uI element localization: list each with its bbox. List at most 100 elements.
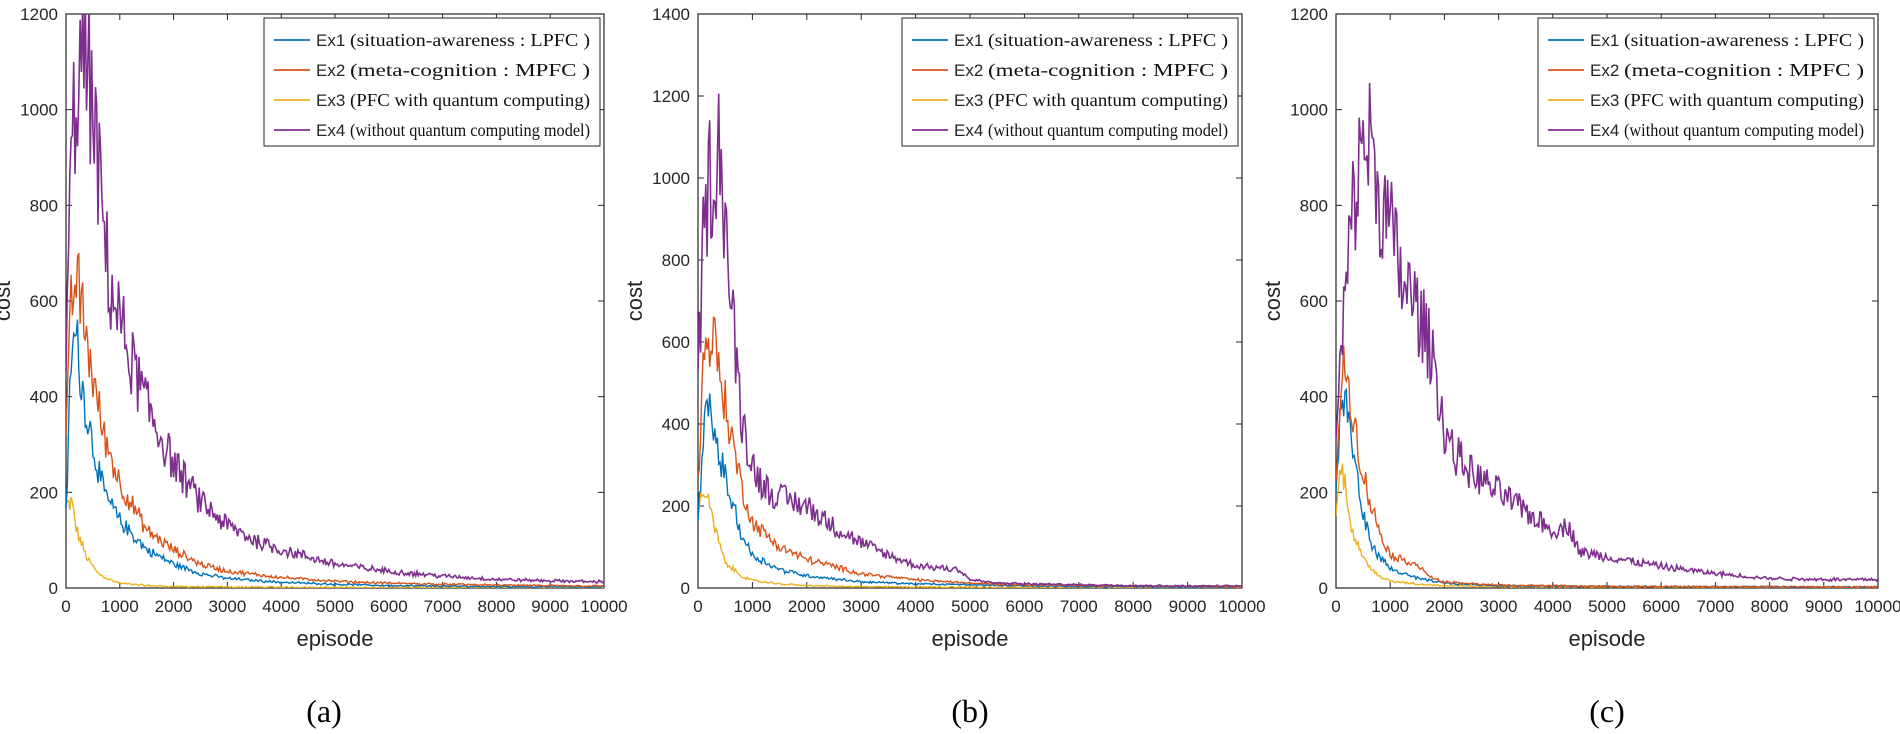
- legend-box: [1537, 17, 1875, 147]
- x-tick-label: 0: [61, 597, 70, 616]
- series-line-ex1: [66, 319, 604, 588]
- legend-label: Ex2: [1590, 61, 1619, 80]
- y-tick-label: 1200: [652, 87, 690, 106]
- y-tick-label: 800: [1300, 196, 1328, 215]
- y-tick-label: 1000: [20, 101, 58, 120]
- y-tick-label: 400: [662, 415, 690, 434]
- y-tick-label: 1000: [1290, 101, 1328, 120]
- y-tick-label: 1200: [1290, 5, 1328, 24]
- x-tick-label: 1000: [101, 597, 139, 616]
- x-axis-label: episode: [1568, 626, 1645, 651]
- x-axis-label: episode: [931, 626, 1008, 651]
- series-line-ex1: [698, 393, 1242, 588]
- x-tick-label: 10000: [580, 597, 627, 616]
- y-tick-label: 200: [662, 497, 690, 516]
- x-tick-label: 1000: [733, 597, 771, 616]
- x-tick-label: 5000: [1588, 597, 1626, 616]
- series-line-ex4: [1336, 82, 1878, 583]
- legend-description: (without quantum computing model): [350, 120, 590, 141]
- panel-caption: (b): [951, 693, 988, 729]
- legend-description: (PFC with quantum computing): [350, 90, 590, 111]
- y-tick-label: 600: [30, 292, 58, 311]
- legend-description: (meta-cognition : MPFC ): [350, 60, 590, 81]
- y-axis-label: cost: [1260, 281, 1285, 321]
- x-tick-label: 8000: [477, 597, 515, 616]
- y-tick-label: 800: [662, 251, 690, 270]
- legend-box: [263, 17, 601, 147]
- x-tick-label: 4000: [262, 597, 300, 616]
- legend-description: (situation-awareness : LPFC ): [350, 30, 590, 51]
- x-tick-label: 6000: [1005, 597, 1043, 616]
- y-axis-label: cost: [0, 281, 15, 321]
- x-tick-label: 8000: [1114, 597, 1152, 616]
- y-axis-label: cost: [622, 281, 647, 321]
- series-line-ex2: [66, 252, 604, 588]
- legend-box: [901, 17, 1239, 147]
- legend-description: (PFC with quantum computing): [988, 90, 1228, 111]
- x-tick-label: 9000: [1805, 597, 1843, 616]
- legend-description: (without quantum computing model): [1624, 120, 1864, 141]
- y-tick-label: 200: [30, 483, 58, 502]
- y-tick-label: 1000: [652, 169, 690, 188]
- legend-label: Ex1: [954, 31, 983, 50]
- x-tick-label: 7000: [424, 597, 462, 616]
- x-tick-label: 4000: [1534, 597, 1572, 616]
- x-tick-label: 2000: [1425, 597, 1463, 616]
- x-tick-label: 7000: [1060, 597, 1098, 616]
- x-tick-label: 0: [1331, 597, 1340, 616]
- y-tick-label: 600: [662, 333, 690, 352]
- x-tick-label: 3000: [208, 597, 246, 616]
- legend-label: Ex3: [316, 91, 345, 110]
- x-tick-label: 7000: [1696, 597, 1734, 616]
- x-tick-label: 10000: [1854, 597, 1900, 616]
- x-tick-label: 1000: [1371, 597, 1409, 616]
- y-tick-label: 600: [1300, 292, 1328, 311]
- legend-label: Ex4: [954, 121, 983, 140]
- x-tick-label: 5000: [951, 597, 989, 616]
- y-tick-label: 0: [49, 579, 58, 598]
- x-tick-label: 9000: [1169, 597, 1207, 616]
- y-tick-label: 800: [30, 196, 58, 215]
- y-tick-label: 400: [1300, 388, 1328, 407]
- panel-c: 0 1000 2000 3000 4000 5000 6000 7000 8000 9000 100…: [1260, 5, 1900, 729]
- x-tick-label: 0: [693, 597, 702, 616]
- series-line-ex4: [66, 14, 604, 585]
- x-tick-label: 2000: [788, 597, 826, 616]
- legend-description: (situation-awareness : LPFC ): [1624, 30, 1864, 51]
- y-tick-label: 400: [30, 388, 58, 407]
- legend-label: Ex2: [954, 61, 983, 80]
- legend-label: Ex1: [316, 31, 345, 50]
- legend-label: Ex4: [1590, 121, 1619, 140]
- panel-caption: (a): [306, 693, 342, 729]
- y-tick-label: 200: [1300, 483, 1328, 502]
- legend-label: Ex1: [1590, 31, 1619, 50]
- legend-description: (situation-awareness : LPFC ): [988, 30, 1228, 51]
- x-tick-label: 3000: [842, 597, 880, 616]
- series-line-ex2: [1336, 345, 1878, 588]
- x-tick-label: 9000: [531, 597, 569, 616]
- legend-description: (meta-cognition : MPFC ): [1624, 60, 1864, 81]
- y-tick-label: 1400: [652, 5, 690, 24]
- x-axis-label: episode: [296, 626, 373, 651]
- series-line-ex3: [66, 496, 604, 588]
- x-tick-label: 6000: [1642, 597, 1680, 616]
- legend-label: Ex3: [1590, 91, 1619, 110]
- panel-a: 0 1000 2000 3000 4000 5000 6000 7000 8000 9000 100…: [0, 5, 628, 729]
- y-tick-label: 1200: [20, 5, 58, 24]
- x-tick-label: 3000: [1480, 597, 1518, 616]
- legend-label: Ex2: [316, 61, 345, 80]
- legend-description: (meta-cognition : MPFC ): [988, 60, 1228, 81]
- legend-description: (without quantum computing model): [988, 120, 1228, 141]
- x-tick-label: 4000: [897, 597, 935, 616]
- x-tick-label: 8000: [1751, 597, 1789, 616]
- x-tick-label: 2000: [155, 597, 193, 616]
- legend-label: Ex3: [954, 91, 983, 110]
- x-tick-label: 10000: [1218, 597, 1265, 616]
- x-tick-label: 5000: [316, 597, 354, 616]
- legend-description: (PFC with quantum computing): [1624, 90, 1864, 111]
- legend-label: Ex4: [316, 121, 345, 140]
- panel-caption: (c): [1589, 693, 1625, 729]
- y-tick-label: 0: [1319, 579, 1328, 598]
- x-tick-label: 6000: [370, 597, 408, 616]
